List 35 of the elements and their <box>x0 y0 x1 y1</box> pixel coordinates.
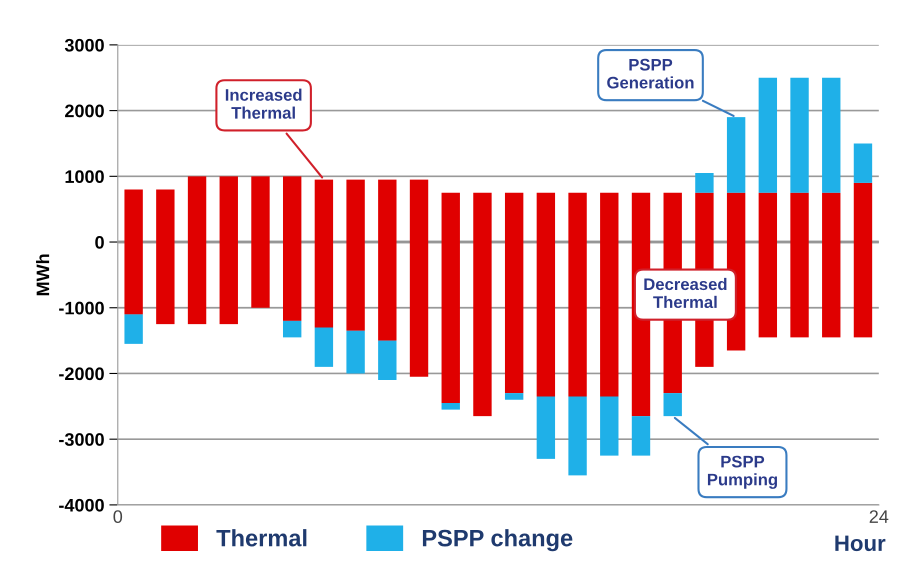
y-tick-label: 1000 <box>66 170 104 184</box>
x-axis-title: Hour <box>835 536 886 552</box>
bar <box>632 416 650 456</box>
annotation: Increased Thermal <box>226 88 302 119</box>
bar <box>664 393 682 416</box>
bar <box>726 117 746 193</box>
y-tick-label: -4000 <box>59 498 104 512</box>
bar <box>790 78 809 193</box>
annotation: Decreased Thermal <box>644 278 726 308</box>
bar <box>124 314 143 344</box>
bar <box>758 78 778 193</box>
y-tick-label: -2000 <box>59 367 104 380</box>
bar <box>282 320 302 338</box>
y-tick-label: 3000 <box>64 38 104 52</box>
bar <box>442 403 460 410</box>
bar <box>314 327 334 367</box>
y-axis-title: MWh <box>36 254 50 296</box>
bar <box>854 143 872 183</box>
y-tick-label: 2000 <box>65 104 104 118</box>
y-tick-label: -1000 <box>59 302 104 314</box>
x-tick-label: 24 <box>870 510 888 523</box>
annotation: PSPP Pumping <box>708 456 777 489</box>
y-tick-label: -3000 <box>59 433 104 446</box>
bar <box>346 330 365 374</box>
y-tick-label: 0 <box>95 236 104 249</box>
annotation: PSPP Generation <box>607 58 694 89</box>
bar <box>822 78 840 193</box>
bar <box>378 340 397 380</box>
bar <box>536 396 556 459</box>
legend-label: Thermal <box>216 529 306 546</box>
bar <box>568 396 587 476</box>
bar <box>695 173 714 193</box>
legend-label: PSPP change <box>422 529 572 552</box>
bar <box>504 393 524 400</box>
bar <box>600 396 618 456</box>
